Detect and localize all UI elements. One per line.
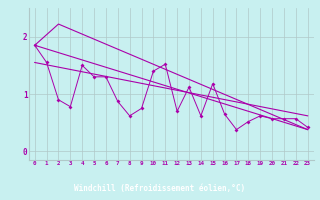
Text: Windchill (Refroidissement éolien,°C): Windchill (Refroidissement éolien,°C) — [75, 184, 245, 193]
